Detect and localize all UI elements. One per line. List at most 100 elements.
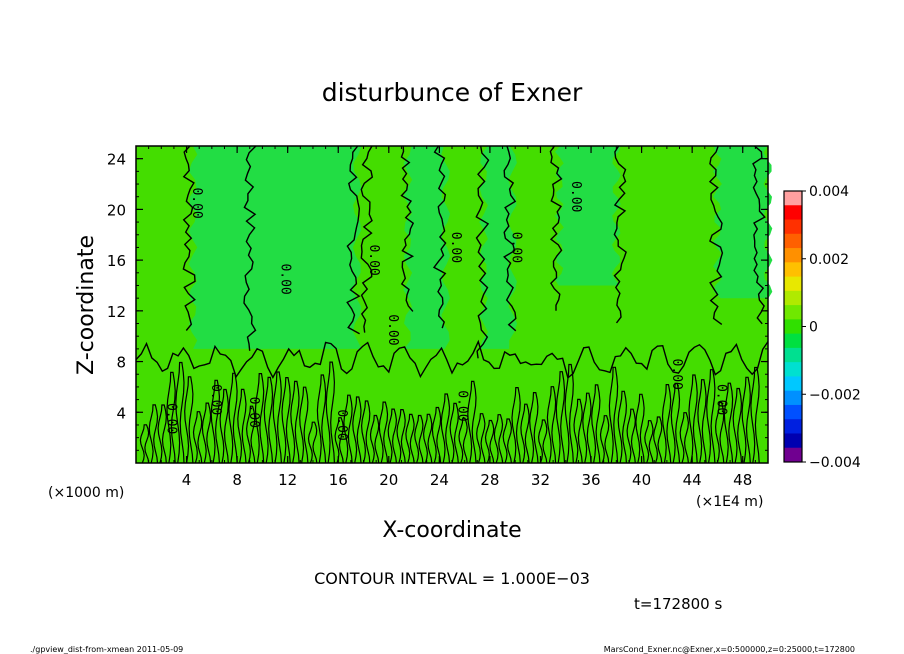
x-tick-label: 48 — [733, 471, 752, 489]
colorbar-swatch — [784, 248, 802, 263]
contour-line — [697, 379, 707, 464]
contour-line — [166, 371, 176, 464]
x-tick-label: 8 — [232, 471, 242, 489]
contour-line — [192, 411, 203, 464]
contour-lines — [135, 145, 769, 464]
contour-line — [458, 417, 468, 464]
contour-line — [414, 414, 424, 464]
contour-line — [723, 382, 734, 464]
x-tick-label: 12 — [278, 471, 297, 489]
contour-line — [475, 145, 490, 359]
footer-left: ./gpview_dist-from-xmean 2011-05-09 — [30, 645, 183, 654]
x-tick-label: 24 — [430, 471, 449, 489]
colorbar-swatch — [784, 276, 802, 292]
contour-line — [573, 398, 583, 464]
contour-line — [635, 393, 645, 464]
contour-label: 0.00 — [669, 359, 684, 390]
contour-line — [139, 424, 150, 464]
contour-line — [679, 412, 690, 464]
footer-right: MarsCond_Exner.nc@Exner,x=0:500000,z=0:2… — [604, 645, 855, 654]
contour-line — [254, 373, 265, 464]
contour-line — [750, 366, 760, 464]
contour-line — [135, 339, 769, 380]
x-tick-label: 20 — [379, 471, 398, 489]
contour-line — [708, 145, 724, 325]
contour-line — [732, 387, 743, 464]
colorbar-swatch — [784, 404, 802, 420]
colorbar-swatch — [784, 362, 802, 377]
x-tick-label: 40 — [632, 471, 651, 489]
contour-line — [175, 361, 185, 464]
contour-line — [591, 384, 601, 464]
contour-line — [290, 380, 300, 464]
colorbar-tick-label: 0.004 — [809, 184, 849, 200]
colorbar-swatch — [784, 319, 802, 335]
colorbar-swatch — [784, 305, 802, 320]
contour-line — [378, 401, 389, 464]
contour-label: 0.00 — [208, 384, 223, 415]
chart-title: disturbunce of Exner — [322, 78, 583, 107]
contour-label: 0.00 — [246, 397, 261, 428]
contour-line — [652, 416, 663, 464]
colorbar-swatch — [784, 205, 802, 221]
contour-line — [228, 372, 238, 464]
field-band — [555, 146, 621, 286]
contour-labels: 0.00 0.00 0.00 0.00 0.00 0.00 0.00 0.00 0.00 0.00… — [164, 181, 729, 441]
contour-line — [503, 145, 517, 332]
colorbar-swatch — [784, 233, 802, 249]
contour-line — [688, 374, 698, 464]
x-tick-label: 36 — [581, 471, 600, 489]
contour-line — [449, 402, 459, 464]
x-tick-label: 4 — [182, 471, 192, 489]
contour-line — [343, 394, 353, 464]
contour-line — [555, 371, 566, 464]
y-tick-label: 4 — [116, 404, 126, 422]
contour-line — [157, 404, 167, 464]
field-band — [188, 146, 362, 349]
colorbar-swatch — [784, 219, 802, 235]
field-band — [403, 146, 451, 349]
contour-line — [272, 371, 282, 464]
colorbar-swatch — [784, 290, 802, 306]
contour-line — [546, 386, 557, 464]
contour-line — [184, 376, 194, 464]
contour-label: 0.00 — [277, 263, 292, 294]
contour-label: 0.00 — [189, 187, 204, 218]
y-tick-label: 16 — [107, 252, 126, 270]
contour-line — [281, 377, 291, 464]
contour-label: 0.00 — [713, 384, 728, 415]
contour-line — [334, 417, 344, 464]
contour-label: 0.00 — [385, 314, 400, 345]
contour-line — [263, 376, 274, 464]
colorbar-swatch — [784, 390, 802, 406]
contour-line — [520, 403, 530, 464]
contour-line — [493, 414, 504, 464]
colorbar-tick-label: −0.002 — [809, 387, 861, 403]
contour-line — [613, 145, 627, 324]
contour-label: 0.00 — [448, 232, 463, 263]
colorbar — [783, 190, 803, 463]
y-tick-label: 12 — [107, 303, 126, 321]
y-axis-ticks: 4 8 12 16 20 24 — [107, 151, 768, 451]
contour-line — [245, 405, 256, 464]
contour-line — [316, 374, 327, 464]
plot-area: 0.00 0.00 0.00 0.00 0.00 0.00 0.00 0.00 0.00 0.00… — [135, 145, 773, 464]
contour-line — [476, 413, 486, 464]
contour-line — [467, 380, 477, 464]
contour-line — [352, 396, 362, 464]
contour-line — [148, 404, 159, 464]
y-tick-label: 24 — [107, 151, 126, 169]
contour-label: 0.00 — [509, 232, 524, 263]
contour-line — [405, 413, 415, 464]
colorbar-tick-label: −0.004 — [809, 455, 861, 471]
contour-line — [307, 421, 318, 464]
contour-line — [484, 419, 495, 464]
contour-line — [299, 386, 309, 464]
contour-line — [529, 392, 539, 464]
x-axis-ticks: 4 8 12 16 20 24 28 32 36 40 44 48 — [148, 146, 756, 489]
contour-line — [626, 408, 636, 464]
contour-label: 0.00 — [366, 244, 381, 275]
colorbar-swatch — [784, 376, 802, 392]
colorbar-swatch — [784, 433, 802, 449]
